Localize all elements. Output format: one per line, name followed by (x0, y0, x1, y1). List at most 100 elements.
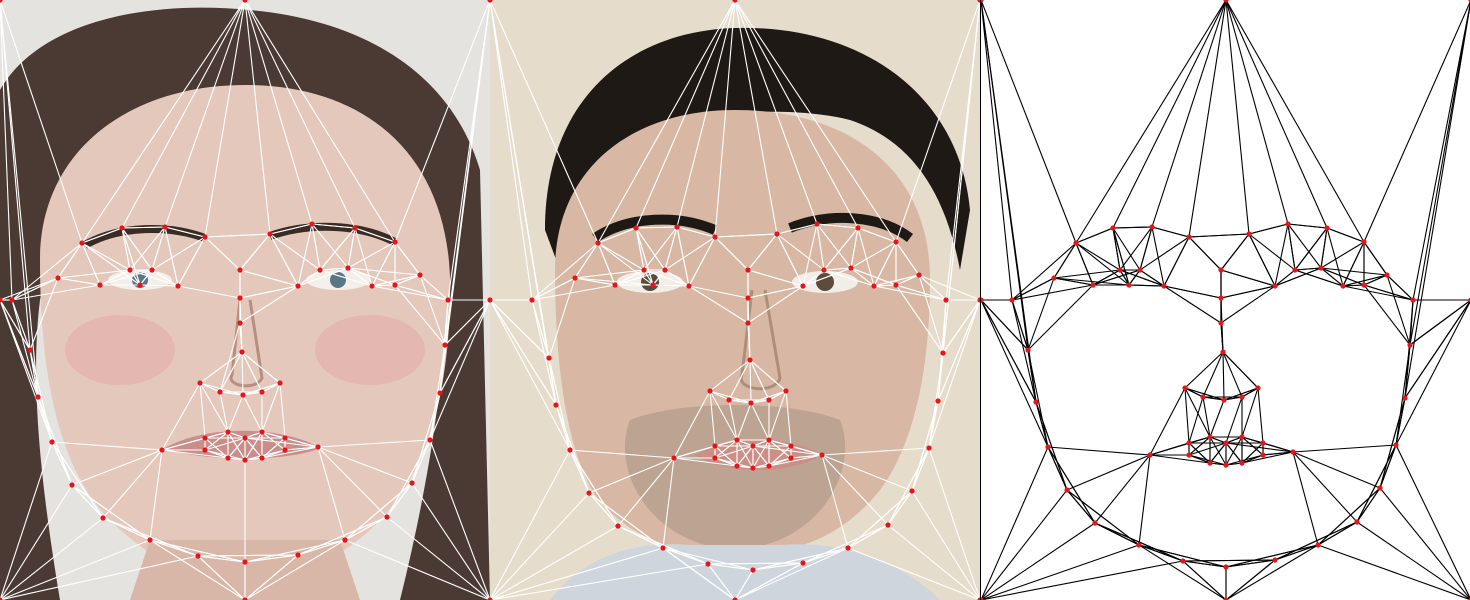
landmark-point (633, 225, 639, 231)
landmark-point (119, 225, 125, 231)
mesh-edge (734, 547, 849, 600)
mesh-edge (439, 299, 490, 394)
mesh-edge (688, 285, 749, 324)
mesh-edge (177, 285, 241, 299)
landmark-point (225, 429, 231, 435)
mesh-edge (1274, 267, 1322, 287)
mesh-edge (652, 269, 666, 286)
mesh-edge (768, 439, 792, 459)
mesh-edge (1412, 2, 1470, 301)
landmark-point (437, 390, 443, 396)
mesh-edge (1209, 442, 1227, 464)
mesh-edge (1188, 436, 1211, 444)
mesh-edge (102, 449, 163, 519)
landmark-point (1221, 397, 1227, 403)
mesh-edge (0, 0, 31, 351)
mesh-edge (676, 226, 690, 287)
mesh-edge (911, 400, 939, 492)
mesh-edge (1128, 269, 1141, 286)
mesh-edge (714, 233, 778, 238)
mesh-edge (752, 439, 770, 469)
landmark-point (745, 295, 751, 301)
mesh-edge (1139, 236, 1190, 271)
mesh-edge (895, 284, 947, 301)
mesh-edge (1225, 0, 1289, 225)
mesh-edge (749, 359, 752, 404)
mesh-edge (204, 437, 246, 451)
landmark-point (392, 282, 398, 288)
mesh-edge (490, 0, 533, 301)
mesh-edge (297, 516, 388, 556)
mesh-edge (297, 223, 313, 287)
landmark-point (1033, 399, 1039, 405)
landmark-point (259, 455, 265, 461)
mesh-edge (1274, 521, 1358, 561)
mesh-edge (1320, 267, 1344, 287)
mesh-edge (1188, 233, 1250, 238)
landmark-point (35, 394, 41, 400)
landmark-point (750, 567, 756, 573)
mesh-edge (199, 382, 206, 439)
landmark-point (1149, 224, 1155, 230)
mesh-edge (1151, 0, 1227, 228)
landmark-point (909, 488, 915, 494)
mesh-edge (71, 484, 104, 519)
mesh-edge (284, 446, 319, 451)
mesh-edge (597, 227, 637, 244)
mesh-edge (1139, 269, 1165, 287)
mesh-edge (752, 445, 770, 467)
mesh-edge (1066, 454, 1151, 491)
mesh-edge (227, 431, 246, 439)
mesh-edge (752, 562, 804, 571)
mesh-edge (750, 402, 770, 441)
mesh-edge (1379, 397, 1406, 489)
mesh-edge (918, 274, 947, 301)
landmark-point (1073, 240, 1079, 246)
mesh-edge (850, 227, 859, 269)
mesh-edge (1149, 454, 1211, 464)
mesh-edge (311, 223, 356, 229)
mesh-edge (490, 563, 709, 600)
mesh-edge (1225, 544, 1319, 568)
mesh-edge (1241, 436, 1264, 456)
mesh-edge (81, 242, 141, 286)
mesh-edge (676, 0, 736, 228)
landmark-point (1402, 395, 1408, 401)
landmark-point (660, 545, 666, 551)
mesh-edge (1138, 544, 1227, 568)
mesh-edge (1209, 462, 1227, 466)
landmark-point (1200, 394, 1206, 400)
mesh-edge (394, 284, 449, 301)
landmark-point (871, 283, 877, 289)
mesh-edge (347, 227, 356, 269)
landmark-point (490, 597, 493, 600)
mesh-edge (37, 396, 73, 486)
mesh-edge (1379, 444, 1397, 489)
mesh-edge (81, 242, 101, 286)
landmark-point (766, 397, 772, 403)
landmark-point (586, 490, 592, 496)
landmark-point (650, 282, 656, 288)
mesh-edge (1011, 299, 1037, 403)
mesh-edge (823, 269, 875, 287)
mesh-edge (11, 299, 39, 398)
woman-face-image (0, 0, 490, 600)
mesh-edge (707, 563, 754, 571)
landmark-point (1186, 452, 1192, 458)
mesh-edge (1209, 399, 1225, 438)
landmark-point (175, 283, 181, 289)
mesh-edge (747, 285, 804, 299)
mesh-edge (129, 269, 179, 287)
mesh-edge (1188, 442, 1211, 464)
landmark-point (1239, 434, 1245, 440)
mesh-edge (1094, 522, 1184, 562)
mesh-edge (1363, 0, 1470, 243)
mesh-edge (597, 0, 736, 244)
landmark-point (239, 349, 245, 355)
mesh-edge (776, 233, 825, 271)
mesh-edge (297, 269, 321, 287)
landmark-point (259, 429, 265, 435)
mesh-edge (1011, 284, 1094, 301)
mesh-edge (1317, 521, 1358, 546)
mesh-edge (429, 299, 490, 441)
